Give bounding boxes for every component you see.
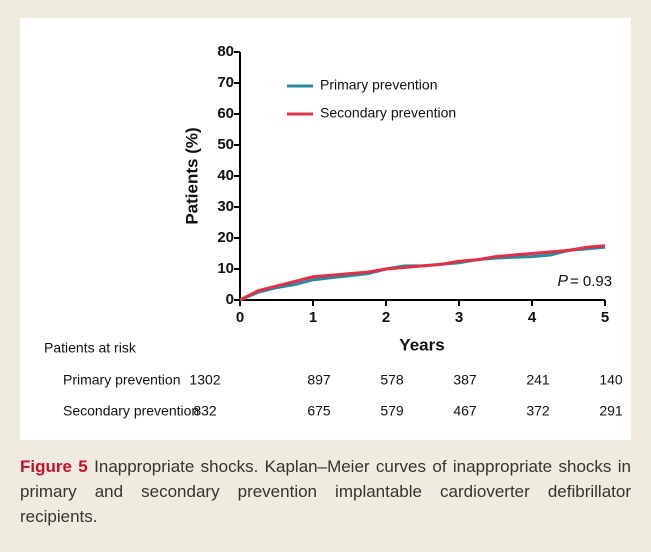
- y-tick-label: 40: [217, 167, 234, 184]
- risk-row-name: Secondary prevention: [63, 403, 199, 419]
- x-tick-label: 1: [309, 309, 317, 326]
- y-axis-label: Patients (%): [182, 127, 201, 224]
- risk-value: 291: [599, 403, 623, 419]
- risk-value: 372: [526, 403, 550, 419]
- p-value: = 0.93: [570, 273, 612, 290]
- risk-value: 675: [307, 403, 331, 419]
- y-tick-label: 10: [217, 260, 234, 277]
- x-tick-label: 3: [455, 309, 463, 326]
- caption: Figure 5 Inappropriate shocks. Kaplan–Me…: [20, 454, 631, 529]
- risk-value: 579: [380, 403, 404, 419]
- caption-label: Figure 5: [20, 457, 88, 476]
- risk-value: 1302: [189, 372, 220, 388]
- x-axis-label: Years: [399, 335, 444, 354]
- risk-value: 578: [380, 372, 404, 388]
- y-tick-label: 20: [217, 229, 234, 246]
- x-tick-label: 4: [528, 309, 537, 326]
- y-tick-label: 50: [217, 136, 234, 153]
- x-tick-label: 0: [236, 309, 244, 326]
- risk-value: 467: [453, 403, 477, 419]
- y-tick-label: 30: [217, 198, 234, 215]
- risk-value: 387: [453, 372, 477, 388]
- risk-value: 897: [307, 372, 331, 388]
- y-tick-label: 0: [226, 291, 234, 308]
- y-tick-label: 70: [217, 74, 234, 91]
- legend-label: Primary prevention: [320, 77, 438, 93]
- legend-label: Secondary prevention: [320, 105, 456, 121]
- risk-value: 140: [599, 372, 623, 388]
- figure-panel: [20, 18, 631, 440]
- caption-text: Inappropriate shocks. Kaplan–Meier curve…: [20, 457, 631, 526]
- y-tick-label: 60: [217, 105, 234, 122]
- risk-row-name: Primary prevention: [63, 372, 181, 388]
- chart: Patients (%) Years P = 0.93 Patients at …: [44, 43, 623, 419]
- x-tick-label: 5: [601, 309, 609, 326]
- risk-value: 832: [193, 403, 217, 419]
- y-tick-label: 80: [217, 43, 234, 60]
- p-label: P: [557, 273, 568, 290]
- risk-title: Patients at risk: [44, 340, 137, 356]
- series-line: [239, 244, 606, 302]
- risk-value: 241: [526, 372, 550, 388]
- x-tick-label: 2: [382, 309, 390, 326]
- series-line: [239, 245, 606, 302]
